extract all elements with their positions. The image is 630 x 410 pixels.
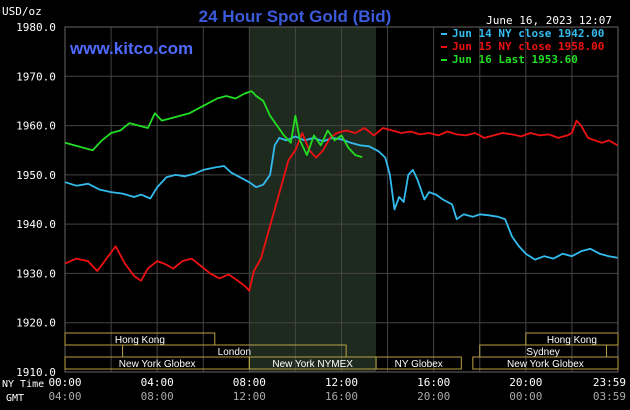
series-line [64, 90, 363, 158]
plot-border [64, 26, 619, 373]
y-tick-label: 1960.0 [16, 120, 56, 133]
x-tick-label-ny: 23:59 [593, 376, 626, 389]
website-watermark: www.kitco.com [69, 39, 193, 58]
session-label: London [218, 347, 251, 358]
series-line [64, 135, 618, 261]
x-tick-label-ny: 16:00 [417, 376, 450, 389]
session-label: New York NYMEX [272, 359, 353, 370]
x-tick-label-ny: 08:00 [233, 376, 266, 389]
session-label: NY Globex [395, 359, 443, 370]
series-lines [64, 90, 618, 292]
session-label: Sydney [526, 347, 559, 358]
x-tick-label-gmt: 04:00 [48, 390, 81, 403]
session-bar [472, 356, 619, 370]
x-tick-label-gmt: 08:00 [141, 390, 174, 403]
series-line [64, 119, 618, 292]
x-tick-label-ny: 12:00 [325, 376, 358, 389]
gmt-label: GMT [6, 393, 24, 404]
timestamp: June 16, 2023 12:07 [486, 14, 612, 27]
plot-area [64, 26, 619, 373]
x-tick-label-gmt: 03:59 [593, 390, 626, 403]
nymex-hours-band [249, 27, 377, 372]
session-label: Hong Kong [547, 335, 597, 346]
y-tick-label: 1950.0 [16, 169, 56, 182]
x-tick-label-ny: 04:00 [141, 376, 174, 389]
y-tick-label: 1970.0 [16, 70, 56, 83]
y-tick-label: 1980.0 [16, 21, 56, 34]
x-tick-label-gmt: 00:00 [509, 390, 542, 403]
x-tick-label-gmt: 12:00 [233, 390, 266, 403]
x-tick-label-gmt: 20:00 [417, 390, 450, 403]
y-tick-label: 1920.0 [16, 317, 56, 330]
session-label: New York Globex [507, 359, 584, 370]
x-tick-label-gmt: 16:00 [325, 390, 358, 403]
y-tick-label: 1910.0 [16, 366, 56, 379]
axes: 1910.0 1920.0 1930.0 1940.0 1950.0 1960.0 1970… [16, 21, 626, 403]
x-tick-label-ny: 00:00 [48, 376, 81, 389]
y-tick-label: 1940.0 [16, 218, 56, 231]
session-label: New York Globex [119, 359, 196, 370]
session-label: Hong Kong [115, 335, 165, 346]
chart-title: 24 Hour Spot Gold (Bid) [199, 7, 392, 26]
legend-entry: Jun 15 NY close 1958.00 [452, 40, 604, 53]
legend-entry: Jun 16 Last 1953.60 [452, 53, 578, 66]
ny-time-label: NY Time [2, 379, 44, 390]
legend-entry: Jun 14 NY close 1942.00 [452, 27, 604, 40]
y-axis-unit: USD/oz [2, 5, 42, 18]
session-bar [375, 356, 462, 370]
y-tick-label: 1930.0 [16, 267, 56, 280]
x-tick-label-ny: 20:00 [509, 376, 542, 389]
